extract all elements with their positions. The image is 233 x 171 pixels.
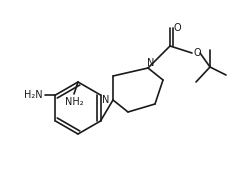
Text: N: N xyxy=(102,95,110,105)
Text: H₂N: H₂N xyxy=(24,90,43,100)
Text: O: O xyxy=(173,23,181,33)
Text: NH₂: NH₂ xyxy=(65,97,83,107)
Text: O: O xyxy=(193,48,201,58)
Text: N: N xyxy=(147,58,155,68)
